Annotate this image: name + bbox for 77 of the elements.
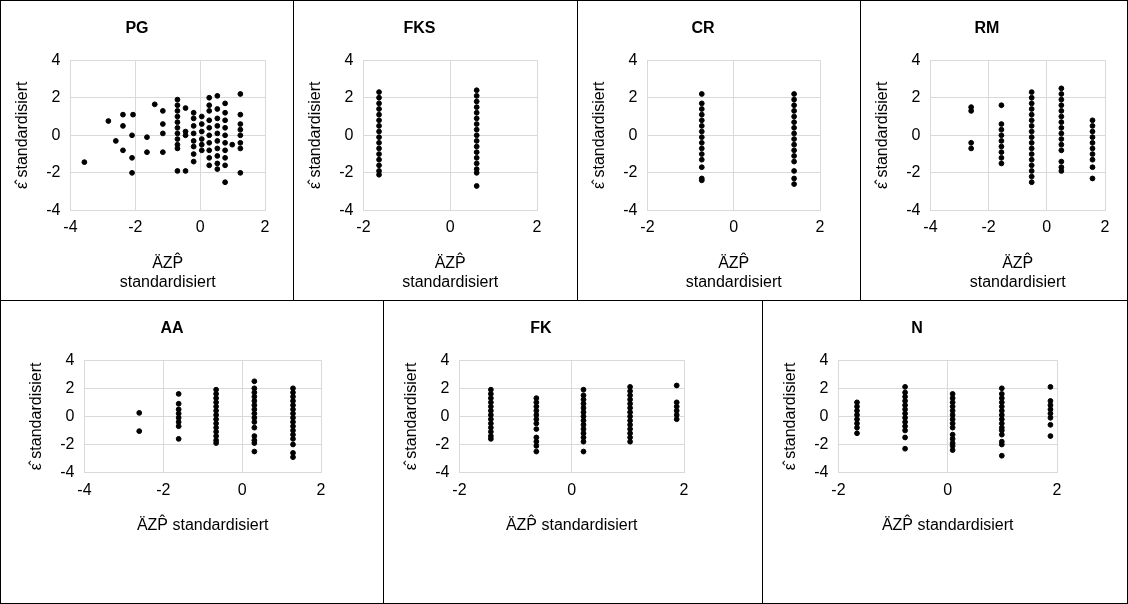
x-tick-label: -2	[981, 218, 996, 236]
y-tick-label: 2	[51, 88, 61, 106]
y-tick-label: 4	[51, 50, 61, 68]
y-tick-label: 2	[819, 378, 829, 396]
y-tick-label: 0	[819, 406, 829, 424]
y-tick-label: -4	[906, 200, 921, 218]
chart-title: RM	[974, 19, 1000, 37]
y-tick-label: -2	[814, 434, 829, 452]
x-tick-label: -2	[356, 218, 371, 236]
y-tick-label: -4	[339, 200, 354, 218]
y-tick-label: 4	[440, 350, 450, 368]
x-tick-label: -2	[128, 218, 143, 236]
x-tick-label: 2	[260, 218, 270, 236]
chart-title: FKS	[403, 19, 436, 37]
y-tick-label: 2	[344, 88, 354, 106]
x-tick-label: -4	[923, 218, 938, 236]
y-tick-label: -2	[435, 434, 450, 452]
x-tick-label: 2	[1100, 218, 1110, 236]
x-tick-label: 0	[195, 218, 205, 236]
y-tick-label: 0	[344, 125, 354, 143]
y-axis-title: ε̂ standardisiert	[873, 80, 891, 190]
x-tick-label: -2	[452, 480, 467, 498]
x-axis-title: ÄZP̂ standardisiert	[402, 251, 499, 290]
y-tick-label: -4	[435, 463, 450, 481]
y-tick-label: -2	[623, 163, 638, 181]
x-axis-title: ÄZP̂ standardisiert	[505, 514, 639, 533]
x-tick-label: 2	[316, 480, 326, 498]
y-tick-label: 2	[911, 88, 921, 106]
y-tick-label: -2	[906, 163, 921, 181]
y-tick-label: 4	[819, 350, 829, 368]
y-tick-label: 4	[628, 50, 638, 68]
x-tick-label: -2	[640, 218, 655, 236]
y-tick-label: -4	[46, 200, 61, 218]
y-tick-label: 4	[344, 50, 354, 68]
chart-title: N	[911, 319, 923, 337]
x-axis-title: ÄZP̂ standardisiert	[969, 251, 1067, 290]
x-axis-title: ÄZP̂ standardisiert	[136, 514, 270, 533]
x-tick-label: 0	[943, 480, 953, 498]
y-axis-title: ε̂ standardisiert	[306, 80, 324, 190]
y-axis-title: ε̂ standardisiert	[781, 362, 799, 471]
y-tick-label: -2	[46, 163, 61, 181]
y-tick-label: 0	[65, 406, 75, 424]
chart-title: CR	[691, 19, 715, 37]
y-tick-label: 2	[65, 378, 75, 396]
y-tick-label: 4	[911, 50, 921, 68]
y-tick-label: -2	[339, 163, 354, 181]
x-tick-label: -2	[831, 480, 846, 498]
x-tick-label: 2	[1052, 480, 1062, 498]
chart-title: FK	[530, 319, 553, 337]
x-tick-label: -2	[156, 480, 171, 498]
y-axis-title: ε̂ standardisiert	[402, 362, 420, 471]
x-axis-title: ÄZP̂ standardisiert	[685, 251, 783, 290]
chart-title: PG	[125, 19, 149, 37]
x-tick-label: 0	[237, 480, 247, 498]
y-axis-title: ε̂ standardisiert	[590, 80, 608, 190]
y-tick-label: -2	[60, 434, 75, 452]
x-tick-label: 2	[532, 218, 542, 236]
x-axis-title: ÄZP̂ standardisiert	[119, 251, 217, 290]
y-tick-label: 4	[65, 350, 75, 368]
y-tick-label: 0	[628, 125, 638, 143]
y-tick-label: -4	[814, 463, 829, 481]
y-axis-title: ε̂ standardisiert	[13, 80, 31, 190]
y-tick-label: 0	[911, 125, 921, 143]
y-tick-label: 0	[51, 125, 61, 143]
chart-title: AA	[160, 319, 184, 337]
y-tick-label: 2	[440, 378, 450, 396]
y-tick-label: -4	[623, 200, 638, 218]
y-tick-label: 2	[628, 88, 638, 106]
y-tick-label: -4	[60, 463, 75, 481]
x-axis-title: ÄZP̂ standardisiert	[881, 514, 1015, 533]
x-tick-label: 0	[729, 218, 739, 236]
x-tick-label: 0	[567, 480, 577, 498]
y-tick-label: 0	[440, 406, 450, 424]
x-tick-label: -4	[77, 480, 92, 498]
x-tick-label: 2	[679, 480, 689, 498]
x-tick-label: 0	[1042, 218, 1052, 236]
y-axis-title: ε̂ standardisiert	[27, 362, 45, 471]
